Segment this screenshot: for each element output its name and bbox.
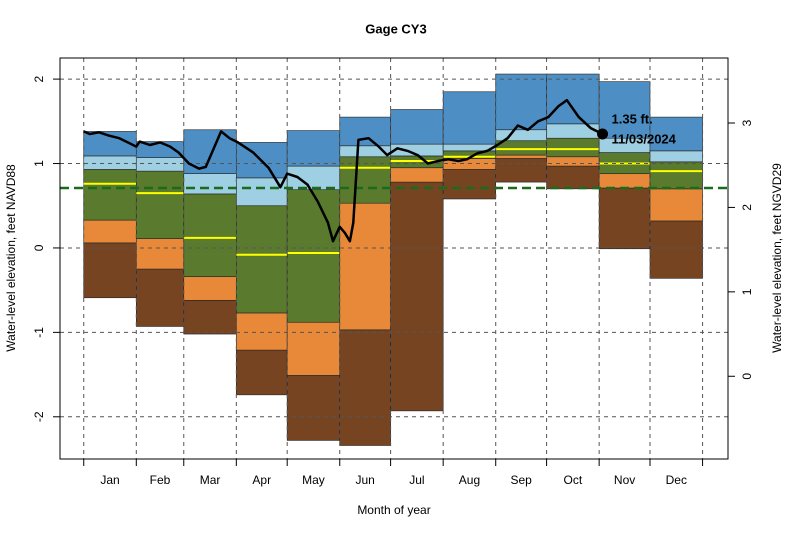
y-tick-label: 2 xyxy=(32,75,46,82)
percentile-band xyxy=(442,91,497,145)
x-tick-label: Jan xyxy=(100,473,119,487)
percentile-band xyxy=(83,155,137,170)
percentile-band xyxy=(286,375,341,441)
percentile-band xyxy=(649,161,703,190)
percentile-band xyxy=(286,165,341,190)
percentile-band xyxy=(598,173,651,189)
percentile-band xyxy=(183,193,237,277)
x-tick-label: Dec xyxy=(666,473,687,487)
plot-frame xyxy=(59,57,729,460)
percentile-band xyxy=(236,205,288,314)
percentile-band xyxy=(339,202,391,331)
y-axis-label: Water-level elevation, feet NAVD88 xyxy=(4,164,18,352)
y2-tick-label: 0 xyxy=(740,373,754,380)
x-tick-label: May xyxy=(302,473,325,487)
y-tick-label: -2 xyxy=(32,411,46,422)
percentile-band xyxy=(183,276,237,301)
daily-line xyxy=(83,98,604,243)
current-date-label: 11/03/2024 xyxy=(612,131,677,146)
percentile-band xyxy=(135,268,185,327)
y-tick-label: -1 xyxy=(32,327,46,338)
x-tick-label: Apr xyxy=(252,473,271,487)
percentile-band xyxy=(390,181,444,412)
percentile-band xyxy=(546,156,600,167)
percentile-band xyxy=(649,150,703,163)
percentile-band xyxy=(286,321,341,376)
percentile-band xyxy=(546,123,600,139)
y2-tick-label: 2 xyxy=(740,204,754,211)
percentile-band xyxy=(495,158,547,183)
current-value-label: 1.35 ft. xyxy=(612,111,653,126)
percentile-band xyxy=(546,73,600,125)
percentile-band xyxy=(236,177,288,207)
percentile-band xyxy=(236,349,288,396)
percentile-band xyxy=(649,220,703,279)
percentile-band xyxy=(339,329,391,446)
percentile-band xyxy=(495,154,547,159)
percentile-band xyxy=(135,170,185,239)
x-tick-label: Mar xyxy=(200,473,221,487)
y2-tick-label: 3 xyxy=(740,119,754,126)
y-tick-label: 0 xyxy=(32,244,46,251)
x-tick-label: Nov xyxy=(614,473,635,487)
x-tick-label: Jun xyxy=(355,473,374,487)
y2-tick-label: 1 xyxy=(740,288,754,295)
percentile-band xyxy=(83,169,137,221)
percentile-band xyxy=(83,219,137,244)
percentile-band xyxy=(286,130,341,167)
x-tick-label: Jul xyxy=(409,473,424,487)
percentile-band xyxy=(390,167,444,183)
percentile-band xyxy=(339,116,391,147)
percentile-band xyxy=(598,81,651,139)
percentile-band xyxy=(135,157,185,172)
percentile-band xyxy=(183,299,237,335)
percentile-band xyxy=(236,312,288,351)
percentile-band xyxy=(390,109,444,145)
percentile-band xyxy=(495,140,547,156)
percentile-band xyxy=(546,165,600,190)
percentile-band xyxy=(495,129,547,142)
x-axis-label: Month of year xyxy=(357,503,430,517)
percentile-band xyxy=(83,242,137,299)
percentile-band xyxy=(286,189,341,323)
x-tick-label: Aug xyxy=(459,473,480,487)
y-tick-label: 1 xyxy=(32,160,46,167)
percentile-band xyxy=(183,173,237,195)
x-tick-label: Oct xyxy=(564,473,583,487)
percentile-band xyxy=(135,238,185,270)
percentile-band xyxy=(546,137,600,158)
x-tick-label: Sep xyxy=(510,473,532,487)
chart-title: Gage CY3 xyxy=(365,21,426,36)
percentile-band xyxy=(649,116,703,152)
percentile-band xyxy=(649,188,703,222)
x-tick-label: Feb xyxy=(150,473,171,487)
percentile-band xyxy=(598,187,651,250)
current-point xyxy=(597,128,609,140)
percentile-band xyxy=(442,169,497,200)
y2-axis-label: Water-level elevation, feet NGVD29 xyxy=(770,163,784,353)
